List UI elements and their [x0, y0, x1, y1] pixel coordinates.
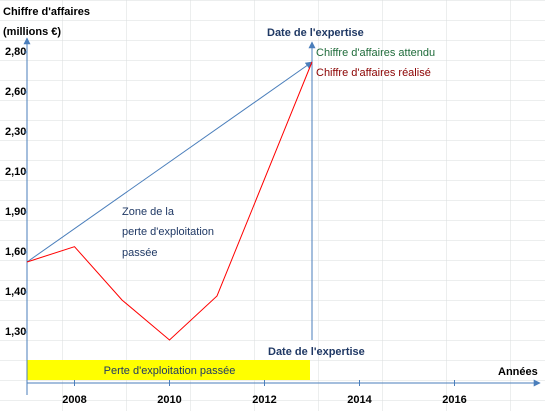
y-tick-label: 1,60 [5, 246, 26, 258]
expertise-label: Date de l'expertise [267, 27, 364, 39]
y-tick-label: 2,60 [5, 86, 26, 98]
y-tick-label: 2,80 [5, 46, 26, 58]
y-tick-label: 2,30 [5, 126, 26, 138]
expertise-label: Date de l'expertise [268, 346, 365, 358]
legend-entry: Chiffre d'affaires réalisé [316, 67, 431, 79]
y-tick-label: 1,90 [5, 206, 26, 218]
y-tick-label: 1,40 [5, 286, 26, 298]
legend-entry: Chiffre d'affaires attendu [316, 47, 435, 59]
series-line [26, 61, 313, 341]
x-tick-label: 2010 [157, 394, 181, 406]
zone-text: Zone de la [122, 206, 175, 218]
zone-text: passée [122, 247, 157, 259]
y-tick-label: 2,10 [5, 166, 26, 178]
x-tick-label: 2014 [347, 394, 372, 406]
y-tick-label: 1,30 [5, 326, 26, 338]
y-axis-label: (millions €) [3, 26, 61, 38]
x-tick-label: 2016 [442, 394, 466, 406]
zone-text: perte d'exploitation [122, 226, 214, 238]
series-line [26, 61, 313, 263]
loss-bar-label: Perte d'exploitation passée [104, 365, 236, 377]
x-tick-label: 2012 [252, 394, 276, 406]
x-tick-label: 2008 [62, 394, 86, 406]
loss-bar [27, 360, 310, 380]
x-axis-label: Années [498, 366, 538, 378]
chart-title: Chiffre d'affaires [3, 6, 90, 18]
